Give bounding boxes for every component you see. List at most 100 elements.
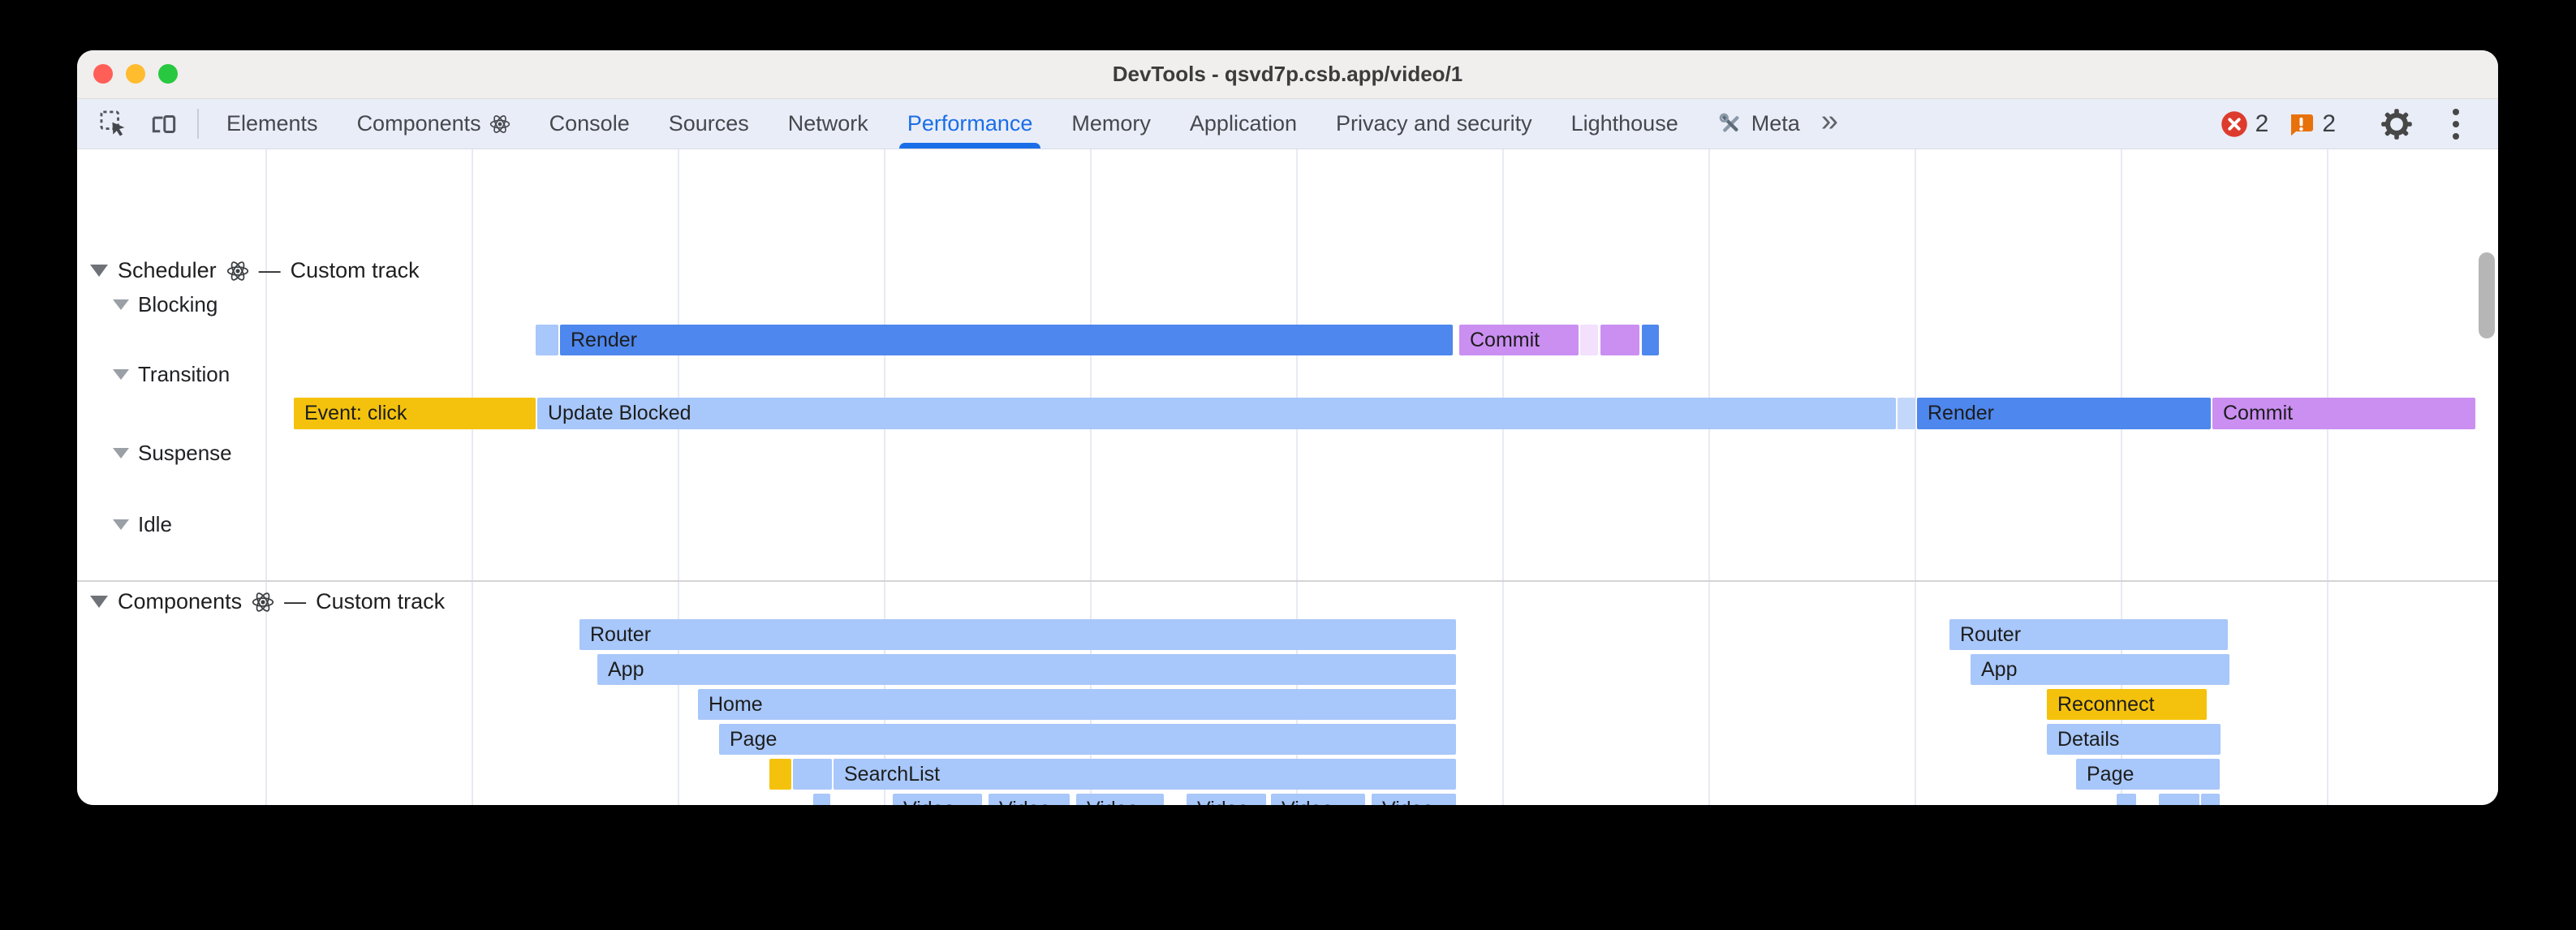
flame-bar[interactable] — [1642, 325, 1659, 355]
tab-label: Network — [787, 111, 868, 136]
flame-bar-video[interactable]: Video — [1372, 794, 1456, 805]
tab-label: Components — [356, 111, 481, 136]
tab-lighthouse[interactable]: Lighthouse — [1552, 99, 1698, 149]
track-section-separator — [77, 580, 2498, 582]
flame-bar-video[interactable]: Video — [1271, 794, 1365, 805]
devtools-window: DevTools - qsvd7p.csb.app/video/1 Elemen… — [77, 50, 2498, 805]
time-gridline — [1915, 149, 1916, 805]
flame-bar-update-blocked[interactable]: Update Blocked — [537, 398, 1896, 429]
row-transition[interactable]: Transition — [113, 362, 230, 387]
device-toolbar-button[interactable] — [139, 99, 189, 149]
collapse-triangle-icon — [113, 299, 129, 310]
tab-label: Lighthouse — [1570, 111, 1678, 136]
flame-bar[interactable] — [2201, 794, 2220, 805]
tab-elements[interactable]: Elements — [207, 99, 338, 149]
flame-bar-router[interactable]: Router — [579, 619, 1456, 650]
console-warnings-button[interactable]: 2 — [2280, 110, 2342, 139]
warning-count: 2 — [2322, 110, 2336, 137]
flame-bar-searchlist[interactable]: SearchList — [834, 759, 1456, 790]
tab-application[interactable]: Application — [1170, 99, 1316, 149]
react-atom-icon — [226, 260, 248, 281]
flame-bar-commit[interactable]: Commit — [2212, 398, 2475, 429]
flame-bar-home[interactable]: Home — [698, 689, 1456, 720]
window-title: DevTools - qsvd7p.csb.app/video/1 — [1112, 62, 1463, 86]
row-blocking[interactable]: Blocking — [113, 292, 218, 317]
flame-bar[interactable] — [1580, 325, 1598, 355]
collapse-triangle-icon — [113, 448, 129, 459]
flame-bar-video[interactable]: Video — [893, 794, 982, 805]
close-window-button[interactable] — [93, 64, 113, 84]
row-label-text: Blocking — [138, 292, 218, 316]
minimize-window-button[interactable] — [126, 64, 145, 84]
row-suspense[interactable]: Suspense — [113, 441, 232, 466]
row-idle[interactable]: Idle — [113, 512, 172, 537]
console-errors-button[interactable]: 2 — [2213, 110, 2276, 139]
time-gridline — [472, 149, 473, 805]
flame-bar[interactable] — [536, 325, 558, 355]
tab-console[interactable]: Console — [530, 99, 649, 149]
flame-bar-app[interactable]: App — [597, 654, 1456, 685]
toolbar-right-cluster: 2 2 — [2213, 99, 2483, 149]
flame-bar-render[interactable]: Render — [1917, 398, 2211, 429]
tab-privacy-and-security[interactable]: Privacy and security — [1316, 99, 1552, 149]
tab-label: Privacy and security — [1336, 111, 1532, 136]
devtools-toolbar: Elements Components Console Sources Network… — [77, 99, 2498, 150]
collapse-triangle-icon — [113, 369, 129, 380]
panel-tabs: Elements Components Console Sources Network… — [207, 99, 1820, 149]
tab-network[interactable]: Network — [769, 99, 888, 149]
flame-bar[interactable] — [793, 759, 832, 790]
tab-components[interactable]: Components — [338, 99, 530, 149]
flame-bar[interactable] — [813, 794, 830, 805]
flame-bar[interactable] — [769, 759, 791, 790]
menu-button[interactable] — [2428, 108, 2483, 140]
vertical-scrollbar-thumb[interactable] — [2479, 252, 2495, 338]
flame-bar[interactable] — [2117, 794, 2136, 805]
flame-bar[interactable] — [1600, 325, 1639, 355]
flame-bar-router[interactable]: Router — [1949, 619, 2228, 650]
tab-label: Performance — [907, 111, 1033, 136]
time-gridline — [265, 149, 267, 805]
tab-label: Meta — [1751, 111, 1800, 136]
track-header-scheduler[interactable]: Scheduler — Custom track — [90, 258, 420, 283]
tab-label: Application — [1189, 111, 1297, 136]
tab-meta[interactable]: Meta — [1698, 99, 1820, 149]
flame-bar[interactable] — [2159, 794, 2199, 805]
track-title: Components — [118, 589, 243, 614]
error-icon — [2221, 110, 2247, 137]
row-label-text: Transition — [138, 362, 230, 386]
tab-performance[interactable]: Performance — [888, 99, 1053, 149]
gear-icon — [2381, 108, 2412, 140]
flame-bar-page[interactable]: Page — [719, 724, 1456, 755]
flame-bar[interactable] — [1898, 398, 1915, 429]
kebab-menu-icon — [2438, 108, 2474, 140]
flame-bar-video[interactable]: Video — [989, 794, 1070, 805]
track-header-components[interactable]: Components — Custom track — [90, 589, 445, 614]
track-kind: Custom track — [290, 258, 420, 282]
collapse-triangle-icon — [113, 519, 129, 530]
title-bar: DevTools - qsvd7p.csb.app/video/1 — [77, 50, 2498, 99]
tab-memory[interactable]: Memory — [1052, 99, 1170, 149]
flame-bar-details[interactable]: Details — [2047, 724, 2221, 755]
track-title: Scheduler — [118, 258, 217, 282]
tab-label: Elements — [226, 111, 318, 136]
time-gridline — [1502, 149, 1504, 805]
more-tabs-button[interactable]: » — [1820, 99, 1846, 149]
inspect-element-button[interactable] — [88, 99, 139, 149]
flame-bar-video[interactable]: Video — [1076, 794, 1164, 805]
settings-button[interactable] — [2370, 107, 2423, 141]
flame-bar-event-click[interactable]: Event: click — [294, 398, 536, 429]
flame-bar-render[interactable]: Render — [560, 325, 1453, 355]
time-gridline — [2327, 149, 2328, 805]
zoom-window-button[interactable] — [158, 64, 178, 84]
flame-bar-commit[interactable]: Commit — [1459, 325, 1579, 355]
flame-bar-video[interactable]: Video — [1187, 794, 1266, 805]
time-gridline — [1708, 149, 1710, 805]
time-gridline — [1296, 149, 1298, 805]
track-kind: Custom track — [316, 589, 446, 614]
tab-sources[interactable]: Sources — [649, 99, 769, 149]
flame-bar-reconnect[interactable]: Reconnect — [2047, 689, 2207, 720]
flame-bar-page[interactable]: Page — [2076, 759, 2220, 790]
row-label-text: Idle — [138, 512, 172, 536]
flame-bar-app[interactable]: App — [1971, 654, 2229, 685]
